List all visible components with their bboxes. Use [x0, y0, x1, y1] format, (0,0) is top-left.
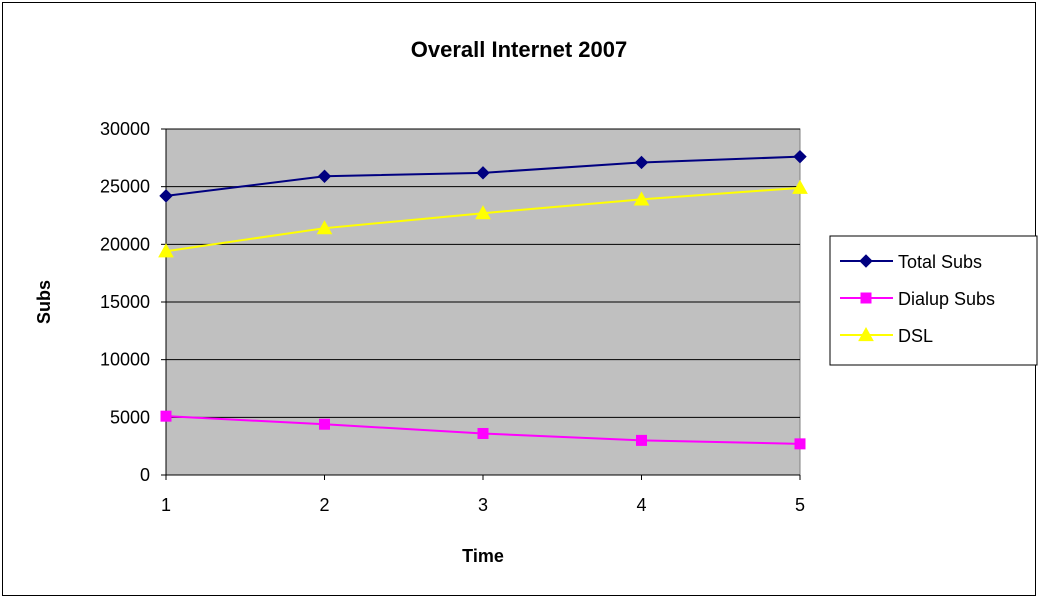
legend-marker-dsl — [858, 326, 874, 342]
y-tick-label: 5000 — [110, 407, 150, 427]
legend-item-dsl: DSL — [840, 326, 933, 346]
data-point-dsl — [158, 243, 174, 258]
data-point-dialup-subs — [319, 418, 330, 430]
data-point-total-subs — [317, 169, 332, 183]
data-point-dialup-subs — [636, 434, 647, 446]
data-point-dsl — [475, 205, 491, 220]
data-point-dialup-subs — [160, 410, 172, 422]
legend-marker-dialup-subs — [860, 292, 872, 304]
series-dialup-subs — [160, 410, 806, 450]
legend-item-dialup-subs: Dialup Subs — [840, 289, 995, 309]
y-tick-label: 15000 — [100, 292, 150, 312]
y-axis-title: Subs — [34, 280, 54, 324]
x-tick-label: 3 — [478, 495, 488, 515]
gridlines — [166, 128, 800, 418]
series-dsl — [158, 179, 808, 258]
data-point-dsl — [792, 179, 808, 194]
data-point-total-subs — [793, 149, 807, 164]
y-tick-label: 10000 — [100, 350, 150, 370]
y-tick-labels: 0 5000 10000 15000 20000 25000 30000 — [100, 119, 150, 485]
x-tick-label: 4 — [636, 495, 646, 515]
legend-item-total-subs: Total Subs — [840, 252, 982, 272]
data-point-total-subs — [634, 155, 649, 170]
data-point-dsl — [633, 191, 650, 206]
data-point-dsl — [316, 220, 333, 235]
x-tick-label: 5 — [795, 495, 805, 515]
x-axis-title: Time — [462, 546, 504, 566]
y-tick-label: 30000 — [100, 119, 150, 139]
x-tick-label: 1 — [161, 495, 171, 515]
series-layer — [158, 149, 808, 450]
data-point-dialup-subs — [477, 427, 489, 439]
chart-title: Overall Internet 2007 — [411, 37, 627, 62]
y-tick-label: 20000 — [100, 234, 150, 254]
legend-marker-total-subs — [859, 254, 873, 268]
data-point-dialup-subs — [794, 438, 806, 450]
x-tick-label: 2 — [319, 495, 329, 515]
y-tick-label: 25000 — [100, 177, 150, 197]
data-point-total-subs — [476, 166, 490, 180]
y-tick-label: 0 — [140, 465, 150, 485]
legend-label: Dialup Subs — [898, 289, 995, 309]
data-point-total-subs — [159, 189, 173, 203]
series-total-subs — [159, 149, 807, 203]
legend-label: DSL — [898, 326, 933, 346]
legend-label: Total Subs — [898, 252, 982, 272]
legend: Total Subs Dialup Subs DSL — [829, 235, 1038, 366]
x-tick-labels: 1 2 3 4 5 — [161, 495, 805, 515]
